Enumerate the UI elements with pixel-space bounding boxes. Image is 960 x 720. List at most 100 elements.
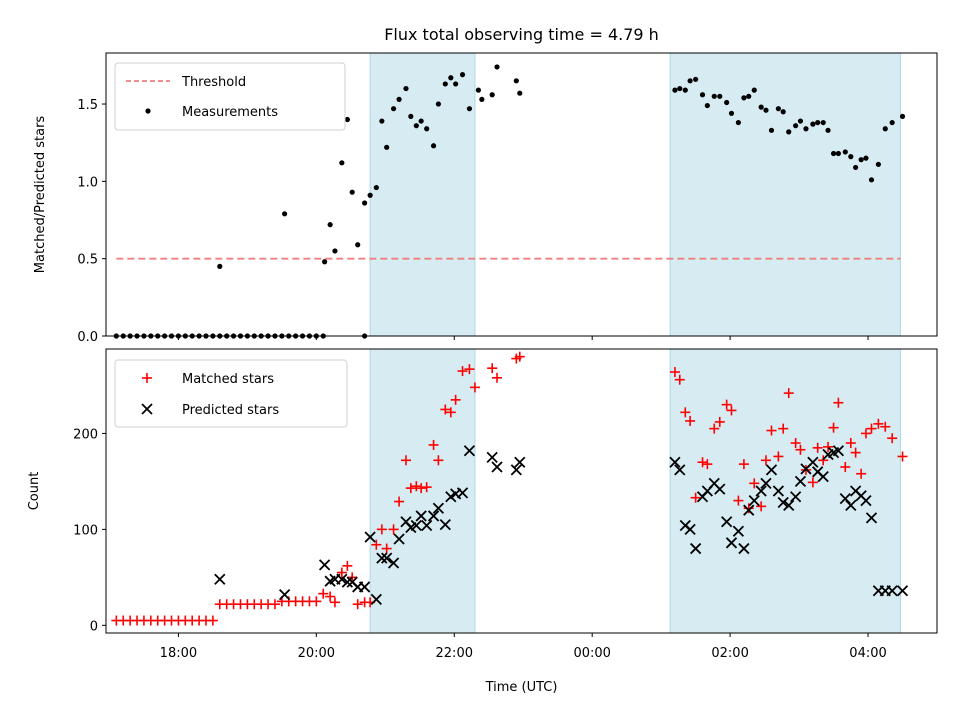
matched-star-point [860,428,871,439]
predicted-star-point [684,523,696,536]
measurement-point [403,85,409,92]
cross-stroke-b [714,483,726,495]
matched-star-point [440,404,451,415]
measurement-point [396,96,402,102]
y-tick-label: 1.5 [77,98,98,113]
cross-stroke-b [491,461,503,473]
measurement-point [344,116,350,123]
cross-stroke-b [732,525,745,537]
y-tick-label: 0.0 [77,330,98,345]
measurement-point [717,93,723,99]
matched-star-point [685,415,696,426]
measurement-point [479,96,485,102]
cross-stroke-b [812,466,824,478]
top-y-axis-label: Matched/Predicted stars [33,116,48,274]
predicted-star-point [760,477,772,489]
matched-star-point [421,482,432,493]
cross-stroke-b [674,464,686,476]
cross-stroke-b [376,552,388,564]
measurement-point [775,106,781,112]
measurement-point [332,248,338,254]
cross-stroke-b [358,581,371,593]
matched-star-point [850,447,861,458]
top-measurement-points [113,64,906,339]
top-shaded-regions [369,53,901,336]
bottom-y-ticks: 0 100 200 [73,427,106,634]
cross-stroke-b [748,494,760,507]
bottom-legend-box [114,359,348,428]
matched-star-point [311,596,322,607]
matched-star-point [783,388,794,399]
cross-stroke-b [684,523,696,536]
measurement-point [746,93,752,99]
measurement-point [780,109,786,115]
legend-plus-glyph [142,373,152,383]
bottom-x-ticks: 18:00 20:00 22:00 00:00 02:00 04:00 [160,633,887,661]
y-tick-label: 0.5 [77,253,98,268]
legend-cross-glyph [141,403,153,415]
legend-predicted-swatch [141,403,153,415]
measurement-point [810,121,816,127]
predicted-star-point [214,573,226,585]
matched-star-point [680,407,691,418]
cross-stroke-b [336,573,348,585]
measurement-point [882,126,888,132]
cross-stroke-b [807,456,819,468]
matched-star-point [450,394,461,405]
predicted-star-point [832,445,845,457]
x-tick-label: 02:00 [711,646,748,661]
measurement-point [797,118,804,124]
matched-star-point [269,599,280,610]
matched-star-point [207,615,218,626]
matched-star-point [702,459,713,470]
matched-star-point [778,423,789,434]
measurement-point [763,107,769,113]
predicted-star-point [738,542,750,555]
measurement-point [282,211,288,217]
matched-star-point [388,524,399,535]
measurement-point [355,242,361,248]
cross-stroke-b [463,445,476,457]
measurement-point [889,119,895,126]
predicted-star-point [689,542,702,555]
cross-stroke-b [393,533,405,545]
measurement-point [367,192,373,198]
measurement-point [724,99,730,106]
matched-star-point [766,425,777,436]
measurement-point [693,76,699,82]
measurement-point [494,64,500,70]
predicted-star-point [491,461,503,473]
cross-stroke-b [886,585,898,597]
x-tick-label: 00:00 [573,646,610,661]
cross-stroke-b [760,477,772,489]
matched-star-point [394,496,405,507]
matched-star-point [873,418,884,429]
matched-star-point [823,441,834,452]
legend-measurements-swatch [145,108,151,114]
bottom-legend: Matched stars Predicted stars [114,359,348,428]
predicted-star-point [817,470,829,483]
cross-stroke-b [427,510,440,522]
matched-star-point [709,423,720,434]
cross-stroke-b [141,403,153,415]
cross-stroke-b [845,499,857,512]
measurement-point [424,126,430,132]
measurement-point [793,123,799,129]
cross-stroke-b [865,512,878,524]
cross-stroke-b [486,451,498,464]
cross-stroke-b [708,477,720,489]
predicted-star-point [783,499,795,512]
measurement-point [751,87,757,93]
x-axis-label: Time (UTC) [485,680,558,695]
measurement-point [820,119,826,126]
predicted-star-point [807,456,819,468]
matched-star-point [433,455,444,466]
matched-star-point [726,405,737,416]
cross-stroke-b [387,557,400,569]
y-tick-label: 0 [90,619,98,634]
predicted-star-point [794,475,807,488]
top-y-ticks: 0.0 0.5 1.0 1.5 [77,98,106,345]
measurement-point [758,104,764,110]
measurement-point [899,113,906,120]
matched-star-point [336,567,347,578]
